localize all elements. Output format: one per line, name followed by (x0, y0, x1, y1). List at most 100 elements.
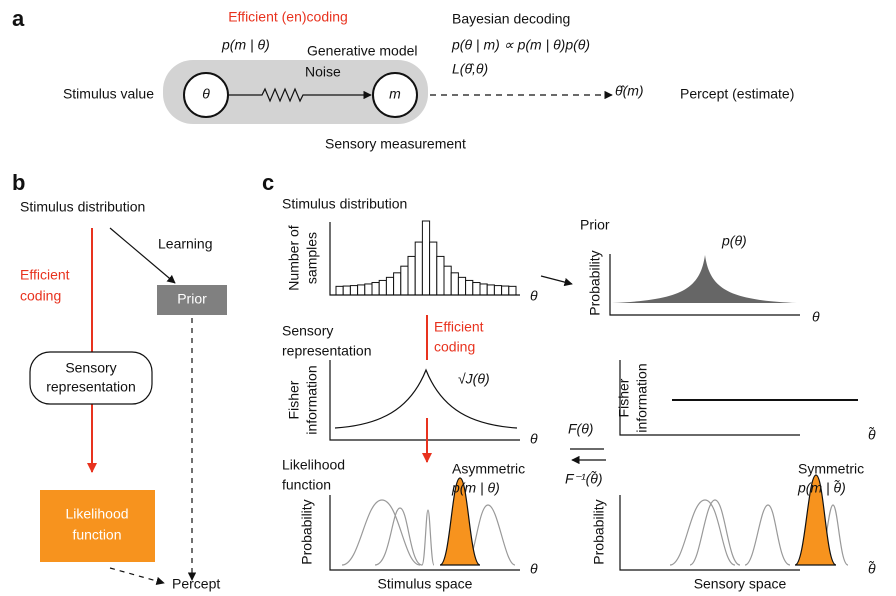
text: √J(θ) (458, 371, 490, 387)
text: information (304, 365, 320, 434)
shape (29, 351, 153, 405)
shape (439, 477, 481, 566)
text: representation (282, 343, 372, 359)
text: Fisher (616, 378, 632, 417)
shape (334, 368, 518, 429)
text: Probability (299, 499, 315, 564)
shape (109, 567, 165, 586)
text: Efficient (en)coding (228, 9, 348, 25)
histogram-bar (457, 276, 467, 296)
shape (612, 255, 797, 303)
text: θ (530, 431, 538, 447)
text: θ (530, 288, 538, 304)
text: Stimulus distribution (20, 199, 145, 215)
text: coding (434, 339, 475, 355)
text: Bayesian decoding (452, 11, 570, 27)
shape (163, 60, 428, 124)
histogram-bar (385, 276, 395, 296)
labels: a Efficient (en)coding p(m | θ) Generati… (12, 6, 876, 592)
text: Stimulus value (63, 86, 154, 102)
text: Symmetric (798, 461, 864, 477)
histogram-bar (479, 283, 488, 296)
text: p(θ) (721, 233, 747, 249)
histogram-bar (349, 285, 359, 296)
text: Efficient (20, 267, 70, 283)
histogram-bar (486, 284, 495, 296)
panel-label: c (262, 170, 274, 195)
text: Asymmetric (452, 461, 525, 477)
shapes (29, 60, 858, 586)
text: θ (812, 309, 820, 325)
panel-label: b (12, 170, 25, 195)
text: Stimulus space (378, 576, 473, 592)
text: Number of (286, 225, 302, 290)
text: function (282, 477, 331, 493)
text: Sensory (282, 323, 333, 339)
shape (109, 227, 176, 284)
shape (669, 499, 849, 566)
text: Prior (177, 291, 207, 307)
text: p(m | θ̃) (797, 480, 846, 496)
histogram-bar (371, 282, 380, 296)
shape (335, 220, 517, 296)
text: θ (202, 86, 210, 102)
histogram-bar (400, 265, 409, 296)
text: representation (46, 379, 136, 395)
shape (794, 474, 837, 566)
histogram-bar (421, 220, 431, 296)
shape (157, 285, 227, 315)
text: θ̂(m) (615, 83, 644, 99)
histogram-bar (407, 255, 416, 296)
histogram-bar (465, 279, 474, 296)
histogram-bar (393, 272, 402, 296)
text: Percept (172, 576, 220, 592)
text: L(θ̂,θ) (452, 61, 488, 77)
histogram-bar (357, 284, 366, 296)
histogram-bar (450, 272, 459, 296)
text: Probability (591, 499, 607, 564)
text: F⁻¹(θ̃) (565, 471, 603, 487)
text: θ̃ (868, 427, 876, 443)
text: Learning (158, 236, 213, 252)
text: Sensory (65, 360, 116, 376)
text: Efficient (434, 319, 484, 335)
text: F(θ) (568, 421, 593, 437)
shape (421, 509, 435, 566)
histogram-bar (443, 265, 452, 296)
text: Noise (305, 64, 341, 80)
text: p(m | θ) (221, 37, 270, 53)
histogram-bar (493, 285, 503, 296)
text: Likelihood (282, 457, 345, 473)
text: p(m | θ) (451, 480, 500, 496)
histogram-bar (378, 279, 387, 296)
histogram-bar (364, 283, 373, 296)
panel-label: a (12, 6, 25, 31)
text: Stimulus distribution (282, 196, 407, 212)
text: m (389, 86, 401, 102)
text: Generative model (307, 43, 418, 59)
shape (228, 87, 372, 103)
text: Likelihood (65, 506, 128, 522)
text: function (72, 527, 121, 543)
text: information (634, 363, 650, 432)
text: Sensory measurement (325, 136, 466, 152)
text: Probability (587, 250, 603, 315)
shape (570, 448, 606, 460)
histogram-bar (335, 285, 344, 296)
histogram-bar (472, 282, 481, 296)
histogram-bar (501, 285, 510, 296)
shape (341, 499, 421, 566)
text: Prior (580, 217, 610, 233)
text: coding (20, 288, 61, 304)
shape (540, 275, 573, 287)
histogram-bar (508, 285, 517, 296)
text: samples (304, 232, 320, 284)
text: θ (530, 561, 538, 577)
text: Fisher (286, 380, 302, 419)
shape (40, 490, 155, 562)
text: Percept (estimate) (680, 86, 794, 102)
text: p(θ | m) ∝ p(m | θ)p(θ) (451, 37, 590, 53)
shape (329, 222, 800, 571)
histogram-bar (436, 255, 445, 296)
